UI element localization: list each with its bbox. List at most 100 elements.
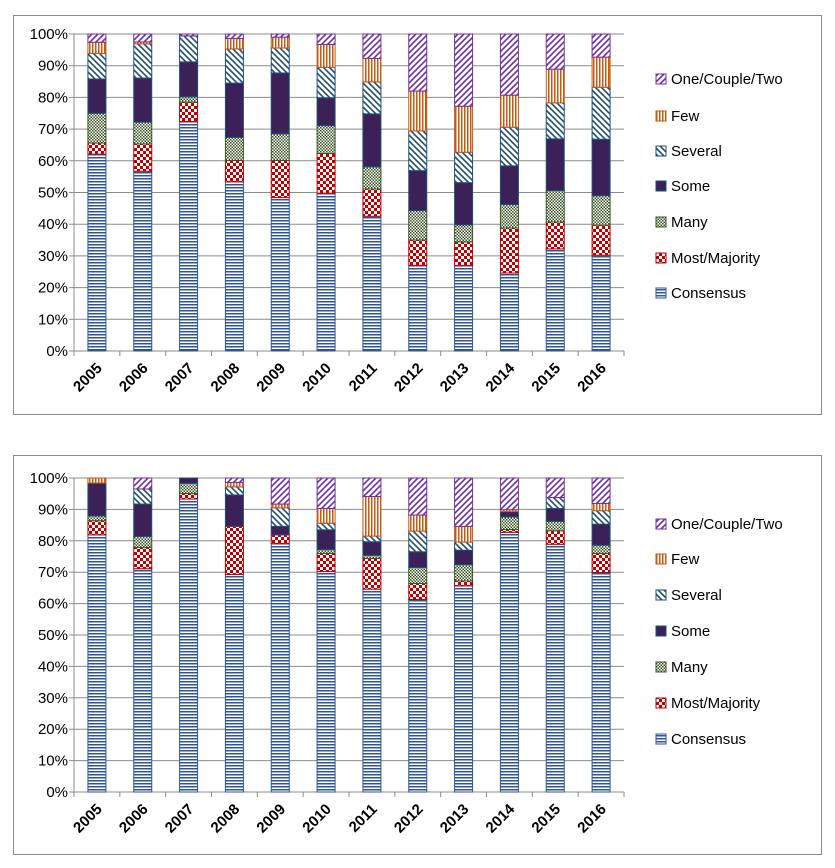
bar-segment-one-couple-two xyxy=(591,33,611,58)
bar-segment-many xyxy=(499,204,519,229)
legend-label: Several xyxy=(671,587,722,604)
chart-bottom: 0% 10% 20% 30% 40% 50% 60% 70% 80% 90% 100% 2005 200… xyxy=(13,455,822,855)
bar-segment-some xyxy=(133,77,153,123)
bar-segment-many xyxy=(499,516,519,530)
legend-swatch xyxy=(655,180,667,192)
bar-segment-most-majority xyxy=(591,224,611,256)
bar-segment-many xyxy=(133,535,153,548)
bar-segment-some xyxy=(179,61,199,98)
bar-segment-few xyxy=(454,525,474,543)
y-tick-label: 0% xyxy=(46,343,68,360)
bar-segment-one-couple-two xyxy=(545,477,565,498)
bar-segment-consensus xyxy=(408,599,428,793)
bar-segment-many xyxy=(545,520,565,532)
y-tick-label: 30% xyxy=(38,248,68,265)
legend-swatch xyxy=(655,110,667,122)
bar-segment-most-majority xyxy=(133,546,153,570)
bar-segment-some xyxy=(408,170,428,212)
bar-segment-many xyxy=(545,190,565,223)
legend-swatch xyxy=(655,625,667,637)
bar-segment-one-couple-two xyxy=(179,33,199,37)
bar-segment-few xyxy=(408,90,428,132)
bar-segment-some xyxy=(362,541,382,556)
legend-swatch xyxy=(655,73,667,85)
bar-segment-many xyxy=(454,564,474,582)
bar-segment-several xyxy=(454,151,474,184)
bar-segment-most-majority xyxy=(133,143,153,172)
bar-segment-many xyxy=(591,544,611,554)
y-tick-label: 60% xyxy=(38,596,68,613)
bar-segment-many xyxy=(179,96,199,103)
bar-segment-consensus xyxy=(87,153,107,352)
y-tick-label: 40% xyxy=(38,658,68,675)
y-tick-label: 80% xyxy=(38,533,68,550)
legend-label: Most/Majority xyxy=(671,695,761,712)
legend-label: One/Couple/Two xyxy=(671,516,783,533)
x-tick-label: 2013 xyxy=(437,360,473,396)
bar-segment-some xyxy=(454,182,474,226)
x-tick-label: 2011 xyxy=(346,801,381,836)
bar-segment-many xyxy=(87,515,107,522)
bar-segment-several xyxy=(224,486,244,496)
bar-segment-some xyxy=(454,549,474,566)
x-tick-label: 2009 xyxy=(253,360,289,396)
bar-segment-many xyxy=(591,195,611,226)
bar-segment-several xyxy=(591,86,611,140)
bar-segment-some xyxy=(87,482,107,517)
legend-swatch xyxy=(655,589,667,601)
x-tick-label: 2016 xyxy=(574,801,610,837)
bar-segment-many xyxy=(316,549,336,554)
bar-segment-several xyxy=(362,535,382,543)
bar-segment-most-majority xyxy=(270,159,290,199)
bar-segment-some xyxy=(316,97,336,127)
bar-segment-few xyxy=(408,514,428,532)
bar-segment-one-couple-two xyxy=(224,477,244,483)
bar-segment-some xyxy=(87,78,107,114)
legend-label: Some xyxy=(671,178,710,195)
bar-segment-most-majority xyxy=(591,552,611,574)
y-tick-label: 30% xyxy=(38,690,68,707)
x-tick-label: 2014 xyxy=(483,359,519,395)
y-tick-label: 90% xyxy=(38,58,68,75)
bar-segment-few xyxy=(591,56,611,88)
bar-segment-consensus xyxy=(224,573,244,793)
bar-segment-one-couple-two xyxy=(545,33,565,70)
bar-segment-consensus xyxy=(454,585,474,793)
bar-segment-many xyxy=(408,566,428,585)
bar-segment-most-majority xyxy=(87,520,107,536)
bar-segment-some xyxy=(179,477,199,484)
legend-label: Many xyxy=(671,659,708,676)
bar-segment-most-majority xyxy=(316,552,336,573)
x-tick-label: 2013 xyxy=(437,801,473,837)
bar-segment-one-couple-two xyxy=(270,33,290,38)
legend-label: One/Couple/Two xyxy=(671,71,783,88)
bar-segment-one-couple-two xyxy=(133,477,153,490)
bar-segment-some xyxy=(591,523,611,546)
x-tick-label: 2007 xyxy=(162,360,198,396)
y-tick-label: 100% xyxy=(30,26,68,43)
bar-segment-most-majority xyxy=(454,580,474,587)
x-tick-label: 2012 xyxy=(391,360,427,396)
chart-top: 0% 10% 20% 30% 40% 50% 60% 70% 80% 90% 100% 2005 200… xyxy=(13,15,822,415)
bar-segment-few xyxy=(87,41,107,54)
legend-swatch xyxy=(655,252,667,264)
bar-segment-several xyxy=(87,52,107,80)
bar-segment-some xyxy=(545,138,565,192)
bar-segment-several xyxy=(499,126,519,167)
y-tick-label: 40% xyxy=(38,216,68,233)
bar-segment-one-couple-two xyxy=(224,33,244,39)
bar-segment-some xyxy=(270,525,290,536)
y-tick-label: 10% xyxy=(38,311,68,328)
bar-segment-most-majority xyxy=(545,530,565,545)
bar-segment-few xyxy=(591,502,611,512)
bar-segment-one-couple-two xyxy=(133,33,153,43)
y-tick-label: 0% xyxy=(46,784,68,801)
bar-segment-consensus xyxy=(545,543,565,793)
bar-segment-many xyxy=(408,210,428,241)
bar-segment-few xyxy=(362,57,382,83)
bar-segment-some xyxy=(224,82,244,138)
bar-segment-most-majority xyxy=(408,239,428,266)
legend-label: Consensus xyxy=(671,285,746,302)
bar-segment-few xyxy=(499,94,519,128)
bar-segment-several xyxy=(454,541,474,551)
